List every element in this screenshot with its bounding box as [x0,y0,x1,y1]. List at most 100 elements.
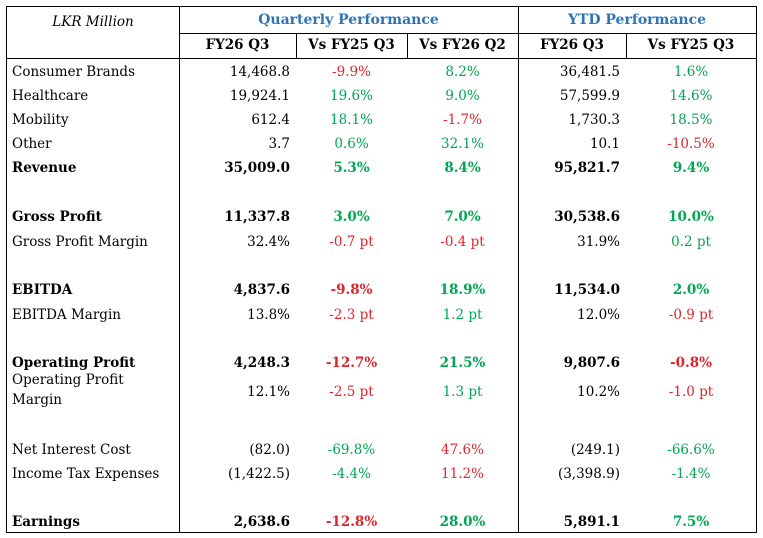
cell-net-interest-cost-fy26-q3: (82.0) [249,442,290,458]
row-label-ebitda: EBITDA [12,282,73,298]
cell-ebitda-margin-vs-fy26-q2: 1.2 pt [442,307,483,323]
row-divider [179,33,756,34]
cell-net-interest-cost-ytd-fy26-q3: (249.1) [570,442,620,458]
col-header-fy26-q3: FY26 Q3 [205,37,270,53]
cell-earnings-vs-fy26-q2: 28.0% [439,514,486,530]
cell-net-interest-cost-vs-fy25-q3: -69.8% [327,442,376,458]
row-divider [7,58,756,59]
cell-consumer-brands-vs-fy25-q3: -9.9% [332,64,371,80]
cell-operating-profit-margin-vs-fy25-q3: -2.5 pt [329,384,374,400]
cell-gross-profit-ytd-fy26-q3: 30,538.6 [554,209,620,225]
cell-healthcare-vs-fy26-q2: 9.0% [445,88,480,104]
cell-operating-profit-margin-vs-fy26-q2: 1.3 pt [442,384,483,400]
col-divider [179,7,180,532]
cell-operating-profit-margin-ytd-vs-fy25-q3: -1.0 pt [668,384,714,400]
cell-gross-profit-margin-fy26-q3: 32.4% [247,234,290,250]
ytd-performance-header: YTD Performance [567,12,707,28]
cell-ebitda-fy26-q3: 4,837.6 [233,282,290,298]
row-label-healthcare: Healthcare [12,88,89,104]
cell-revenue-ytd-vs-fy25-q3: 9.4% [672,160,710,176]
row-label-consumer-brands: Consumer Brands [12,64,135,80]
cell-income-tax-expenses-ytd-vs-fy25-q3: -1.4% [671,466,711,482]
cell-revenue-vs-fy25-q3: 5.3% [333,160,370,176]
cell-other-fy26-q3: 3.7 [268,136,290,152]
cell-earnings-fy26-q3: 2,638.6 [233,514,290,530]
cell-ebitda-vs-fy26-q2: 18.9% [439,282,486,298]
cell-other-vs-fy25-q3: 0.6% [334,136,369,152]
row-label-operating-profit-margin-line1: Operating Profit [12,372,124,388]
cell-operating-profit-margin-ytd-fy26-q3: 10.2% [577,384,620,400]
cell-mobility-fy26-q3: 612.4 [251,112,290,128]
cell-healthcare-vs-fy25-q3: 19.6% [330,88,373,104]
cell-earnings-ytd-vs-fy25-q3: 7.5% [672,514,710,530]
cell-operating-profit-ytd-fy26-q3: 9,807.6 [563,355,620,371]
col-header-vs-fy26-q2: Vs FY26 Q2 [419,37,506,53]
cell-income-tax-expenses-vs-fy26-q2: 11.2% [441,466,484,482]
cell-earnings-ytd-fy26-q3: 5,891.1 [563,514,620,530]
row-label-operating-profit: Operating Profit [12,355,136,371]
cell-revenue-ytd-fy26-q3: 95,821.7 [554,160,620,176]
cell-gross-profit-ytd-vs-fy25-q3: 10.0% [668,209,714,225]
cell-mobility-ytd-vs-fy25-q3: 18.5% [669,112,713,128]
row-label-other: Other [12,136,52,152]
cell-operating-profit-ytd-vs-fy25-q3: -0.8% [670,355,712,371]
col-divider [407,33,408,58]
cell-other-ytd-vs-fy25-q3: -10.5% [667,136,715,152]
row-label-net-interest-cost: Net Interest Cost [12,442,131,458]
cell-earnings-vs-fy25-q3: -12.8% [325,514,378,530]
cell-gross-profit-vs-fy25-q3: 3.0% [333,209,370,225]
cell-consumer-brands-ytd-fy26-q3: 36,481.5 [559,64,620,80]
cell-ebitda-margin-ytd-vs-fy25-q3: -0.9 pt [668,307,714,323]
cell-ebitda-ytd-vs-fy25-q3: 2.0% [672,282,710,298]
row-label-gross-profit-margin: Gross Profit Margin [12,234,148,250]
cell-gross-profit-margin-ytd-vs-fy25-q3: 0.2 pt [671,234,711,250]
row-label-earnings: Earnings [12,514,80,530]
cell-revenue-fy26-q3: 35,009.0 [224,160,290,176]
cell-income-tax-expenses-fy26-q3: (1,422.5) [227,466,290,482]
col-header-ytd-fy26-q3: FY26 Q3 [540,37,604,53]
performance-table: LKR Million Quarterly Performance YTD Pe… [6,6,757,533]
cell-gross-profit-margin-ytd-fy26-q3: 31.9% [577,234,620,250]
cell-gross-profit-vs-fy26-q2: 7.0% [444,209,481,225]
row-label-revenue: Revenue [12,160,77,176]
cell-operating-profit-fy26-q3: 4,248.3 [233,355,290,371]
cell-healthcare-ytd-vs-fy25-q3: 14.6% [669,88,713,104]
cell-consumer-brands-ytd-vs-fy25-q3: 1.6% [673,64,709,80]
cell-consumer-brands-fy26-q3: 14,468.8 [229,64,290,80]
cell-gross-profit-margin-vs-fy26-q2: -0.4 pt [440,234,485,250]
col-header-vs-fy25-q3: Vs FY25 Q3 [308,37,395,53]
cell-mobility-vs-fy26-q2: -1.7% [443,112,482,128]
row-label-operating-profit-margin-line2: Margin [12,392,62,408]
cell-ebitda-vs-fy25-q3: -9.8% [330,282,373,298]
row-label-mobility: Mobility [12,112,69,128]
cell-income-tax-expenses-ytd-fy26-q3: (3,398.9) [557,466,620,482]
cell-operating-profit-vs-fy25-q3: -12.7% [325,355,378,371]
cell-gross-profit-fy26-q3: 11,337.8 [224,209,290,225]
cell-healthcare-fy26-q3: 19,924.1 [229,88,290,104]
col-divider [518,7,519,532]
cell-net-interest-cost-vs-fy26-q2: 47.6% [441,442,484,458]
cell-income-tax-expenses-vs-fy25-q3: -4.4% [332,466,371,482]
cell-healthcare-ytd-fy26-q3: 57,599.9 [559,88,620,104]
cell-ebitda-margin-fy26-q3: 13.8% [247,307,290,323]
col-divider [296,33,297,58]
cell-other-ytd-fy26-q3: 10.1 [589,136,620,152]
col-header-ytd-vs-fy25-q3: Vs FY25 Q3 [647,37,735,53]
quarterly-performance-header: Quarterly Performance [258,12,439,28]
cell-mobility-ytd-fy26-q3: 1,730.3 [568,112,620,128]
cell-mobility-vs-fy25-q3: 18.1% [330,112,373,128]
cell-ebitda-margin-ytd-fy26-q3: 12.0% [577,307,620,323]
cell-operating-profit-vs-fy26-q2: 21.5% [439,355,486,371]
cell-ebitda-margin-vs-fy25-q3: -2.3 pt [329,307,374,323]
cell-revenue-vs-fy26-q2: 8.4% [444,160,481,176]
cell-consumer-brands-vs-fy26-q2: 8.2% [445,64,480,80]
row-label-income-tax-expenses: Income Tax Expenses [12,466,160,482]
cell-operating-profit-margin-fy26-q3: 12.1% [247,384,290,400]
cell-gross-profit-margin-vs-fy25-q3: -0.7 pt [329,234,374,250]
cell-other-vs-fy26-q2: 32.1% [441,136,484,152]
cell-ebitda-ytd-fy26-q3: 11,534.0 [554,282,620,298]
cell-net-interest-cost-ytd-vs-fy25-q3: -66.6% [667,442,715,458]
row-label-gross-profit: Gross Profit [12,209,102,225]
unit-label: LKR Million [52,14,134,30]
col-divider [626,33,627,58]
